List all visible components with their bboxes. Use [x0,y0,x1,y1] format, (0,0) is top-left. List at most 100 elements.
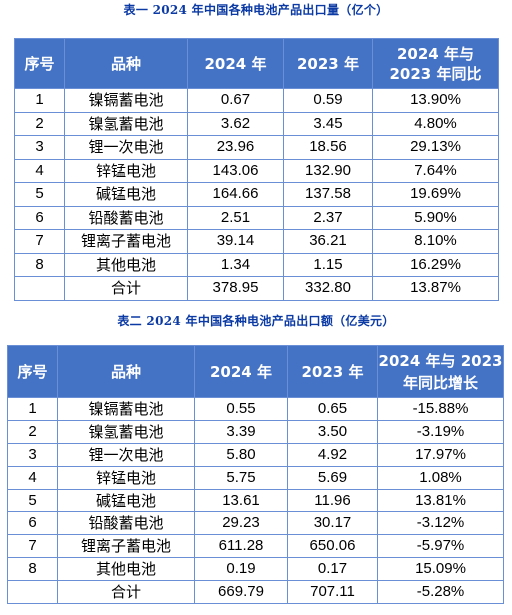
row-value-2023: 0.17 [287,557,378,582]
header-no: 序号 [14,38,65,89]
row-kind: 镍镉蓄电池 [57,397,195,421]
table-row: 5 碱锰电池 164.66 137.58 19.69% [14,182,499,207]
header-2024: 2024 年 [194,345,288,398]
row-value-2024: 3.62 [187,111,284,136]
row-number: 7 [7,534,58,559]
row-value-2023: 3.45 [283,111,373,136]
table-row: 8 其他电池 1.34 1.15 16.29% [14,252,499,277]
row-number: 4 [14,158,65,183]
row-value-2024: 13.61 [194,488,288,513]
total-blank-cell [7,580,58,605]
row-number: 8 [14,252,65,277]
row-value-2024: 29.23 [194,511,288,536]
row-change: 7.64% [372,158,499,183]
row-value-2023: 30.17 [287,511,378,536]
row-kind: 其他电池 [57,557,195,582]
table-header-row: 序号 品种 2024 年 2023 年 2024 年与 2023 年同比增长 [7,345,504,398]
row-change: 29.13% [372,135,499,160]
row-value-2024: 2.51 [187,205,284,230]
table-row: 5 碱锰电池 13.61 11.96 13.81% [7,488,504,513]
row-kind: 其他电池 [64,252,188,277]
row-value-2023: 5.69 [287,465,378,490]
row-number: 7 [14,229,65,254]
row-change: 16.29% [372,252,499,277]
row-change: -15.88% [377,397,504,421]
row-value-2023: 2.37 [283,205,373,230]
row-value-2023: 0.59 [283,88,373,113]
row-kind: 铅酸蓄电池 [57,511,195,536]
header-change: 2024 年与 2023 年同比 [372,38,499,89]
row-value-2023: 3.50 [287,419,378,444]
table-row: 4 锌锰电池 5.75 5.69 1.08% [7,465,504,490]
row-kind: 锂一次电池 [57,442,195,467]
row-kind: 锂离子蓄电池 [57,534,195,559]
table-header-row: 序号 品种 2024 年 2023 年 2024 年与 2023 年同比 [14,38,499,89]
row-value-2024: 611.28 [194,534,288,559]
row-value-2024: 0.19 [194,557,288,582]
export-volume-table: 序号 品种 2024 年 2023 年 2024 年与 2023 年同比 1 镍镉… [14,38,499,301]
row-number: 6 [14,205,65,230]
table-row: 7 锂离子蓄电池 611.28 650.06 -5.97% [7,534,504,559]
table-row: 3 锂一次电池 5.80 4.92 17.97% [7,442,504,467]
row-value-2023: 18.56 [283,135,373,160]
row-change: 15.09% [377,557,504,582]
row-value-2023: 36.21 [283,229,373,254]
row-value-2024: 164.66 [187,182,284,207]
table-row: 1 镍镉蓄电池 0.67 0.59 13.90% [14,88,499,113]
row-change: -3.19% [377,419,504,444]
total-value-2023: 707.11 [287,580,378,605]
total-row: 合计 378.95 332.80 13.87% [14,276,499,301]
table-row: 3 锂一次电池 23.96 18.56 29.13% [14,135,499,160]
row-kind: 锂一次电池 [64,135,188,160]
table-row: 2 镍氢蓄电池 3.39 3.50 -3.19% [7,419,504,444]
export-value-table: 序号 品种 2024 年 2023 年 2024 年与 2023 年同比增长 1… [7,345,504,605]
row-change: 5.90% [372,205,499,230]
row-value-2023: 0.65 [287,397,378,421]
total-row: 合计 669.79 707.11 -5.28% [7,580,504,605]
table-row: 6 铅酸蓄电池 29.23 30.17 -3.12% [7,511,504,536]
row-change: 13.90% [372,88,499,113]
header-no: 序号 [7,345,58,398]
row-kind: 碱锰电池 [57,488,195,513]
header-kind: 品种 [64,38,188,89]
row-value-2023: 11.96 [287,488,378,513]
row-value-2024: 5.75 [194,465,288,490]
header-change-line1: 2024 年与 [397,44,474,63]
row-number: 1 [14,88,65,113]
total-value-2023: 332.80 [283,276,373,301]
total-change: -5.28% [377,580,504,605]
row-value-2024: 5.80 [194,442,288,467]
row-value-2024: 39.14 [187,229,284,254]
header-2023: 2023 年 [287,345,378,398]
row-change: 17.97% [377,442,504,467]
row-kind: 锂离子蓄电池 [64,229,188,254]
header-change: 2024 年与 2023 年同比增长 [377,345,504,398]
row-number: 8 [7,557,58,582]
row-value-2023: 132.90 [283,158,373,183]
row-kind: 碱锰电池 [64,182,188,207]
row-value-2024: 3.39 [194,419,288,444]
row-kind: 镍镉蓄电池 [64,88,188,113]
row-value-2023: 1.15 [283,252,373,277]
row-change: -5.97% [377,534,504,559]
row-value-2024: 23.96 [187,135,284,160]
row-kind: 镍氢蓄电池 [57,419,195,444]
row-number: 4 [7,465,58,490]
total-value-2024: 378.95 [187,276,284,301]
total-label: 合计 [57,580,195,605]
table2-caption: 表二 2024 年中国各种电池产品出口额（亿美元） [117,314,395,328]
row-kind: 锌锰电池 [57,465,195,490]
header-change-line1: 2024 年与 2023 [378,351,503,370]
table-row: 2 镍氢蓄电池 3.62 3.45 4.80% [14,111,499,136]
table-row: 8 其他电池 0.19 0.17 15.09% [7,557,504,582]
row-value-2023: 650.06 [287,534,378,559]
header-2023: 2023 年 [283,38,373,89]
row-value-2024: 0.67 [187,88,284,113]
row-value-2024: 0.55 [194,397,288,421]
row-number: 3 [7,442,58,467]
header-2024: 2024 年 [187,38,284,89]
row-value-2024: 1.34 [187,252,284,277]
table-row: 6 铅酸蓄电池 2.51 2.37 5.90% [14,205,499,230]
row-kind: 铅酸蓄电池 [64,205,188,230]
row-number: 2 [14,111,65,136]
